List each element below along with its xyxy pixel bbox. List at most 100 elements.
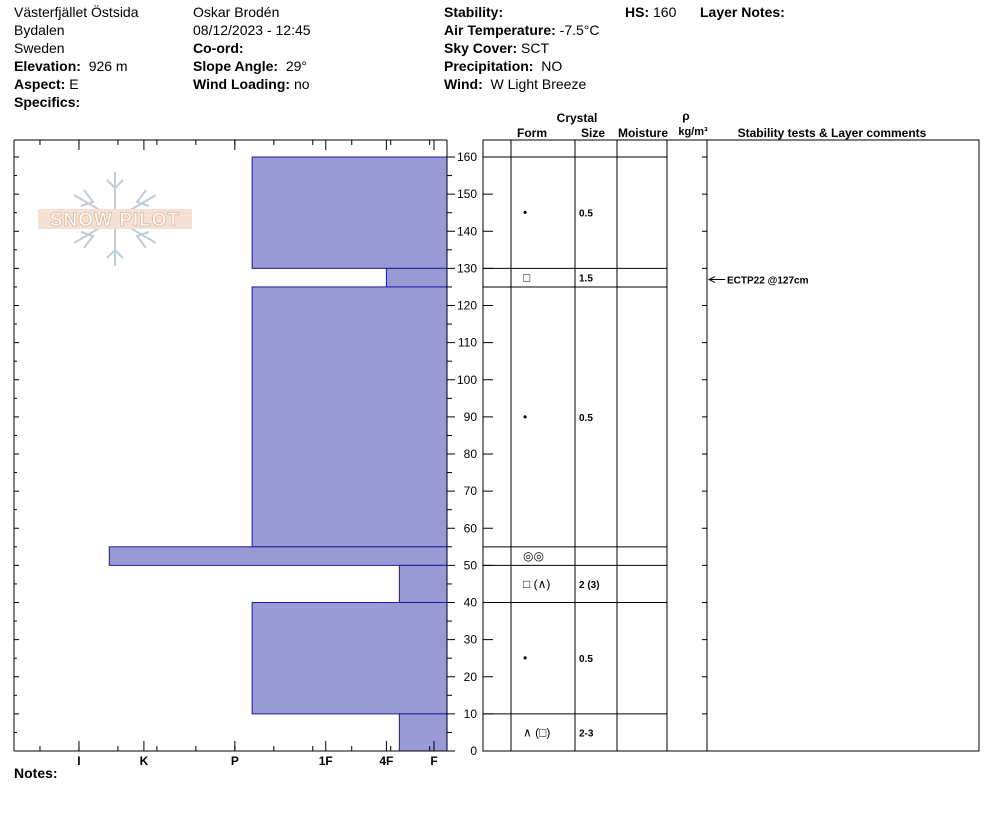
elevation-row: Elevation: 926 m bbox=[14, 57, 139, 75]
rho-header: ρ bbox=[682, 109, 689, 123]
height-tick-label: 40 bbox=[464, 596, 478, 610]
notes-label: Notes: bbox=[14, 765, 58, 781]
aspect-label: Aspect: bbox=[14, 76, 66, 92]
layer-form-2: • bbox=[523, 410, 527, 424]
sky-label: Sky Cover: bbox=[444, 40, 518, 56]
air-temp-row: Air Temperature: -7.5°C bbox=[444, 21, 600, 39]
hardness-layers bbox=[108, 156, 448, 752]
snowpilot-logo: SNOW PILOT bbox=[38, 172, 192, 266]
observation-datetime: 08/12/2023 - 12:45 bbox=[193, 22, 311, 38]
height-tick-label: 160 bbox=[457, 150, 477, 164]
precip-label: Precipitation: bbox=[444, 58, 534, 74]
density-unit-header: kg/m³ bbox=[678, 126, 708, 138]
hardness-tick-label: I bbox=[77, 754, 80, 768]
layer-size-6: 2-3 bbox=[579, 728, 594, 739]
wind-loading-label: Wind Loading: bbox=[193, 76, 291, 92]
layer-table: • 0.5 □ 1.5 • 0.5 ◎◎ □ (∧) 2 (3) • 0.5 ∧ (□) 2-3 bbox=[482, 139, 980, 752]
layer-bar-0 bbox=[251, 156, 448, 269]
height-tick-label: 50 bbox=[464, 558, 478, 572]
elevation-value: 926 m bbox=[88, 58, 128, 74]
elevation-label: Elevation: bbox=[14, 58, 81, 74]
height-tick-label: 20 bbox=[464, 670, 478, 684]
height-tick-label: 130 bbox=[457, 261, 477, 275]
height-tick-label: 120 bbox=[457, 299, 477, 313]
air-temp-value: -7.5°C bbox=[559, 22, 600, 38]
column-headers: Crystal Form Size Moisture ρ kg/m³ Stabi… bbox=[517, 109, 927, 140]
wind-label: Wind: bbox=[444, 76, 483, 92]
height-tick-label: 140 bbox=[457, 224, 477, 238]
hardness-tick-label: F bbox=[430, 754, 437, 768]
slope-row: Slope Angle: 29° bbox=[193, 57, 311, 75]
aspect-value: E bbox=[69, 76, 79, 92]
height-tick-label: 70 bbox=[464, 484, 478, 498]
logo-band bbox=[38, 209, 192, 229]
layer-bar-2 bbox=[251, 286, 448, 548]
precip-value: NO bbox=[541, 58, 563, 74]
layer-size-4: 2 (3) bbox=[579, 580, 600, 591]
air-temp-label: Air Temperature: bbox=[444, 22, 556, 38]
layer-bar-1 bbox=[385, 267, 448, 288]
height-axis: 0 10 20 30 40 50 60 70 80 90 100 110 120 130 140 150 160 bbox=[14, 150, 707, 758]
height-tick-label: 60 bbox=[464, 521, 478, 535]
wind-loading-row: Wind Loading: no bbox=[193, 75, 311, 93]
layer-bar-5 bbox=[251, 602, 448, 715]
moisture-header: Moisture bbox=[618, 126, 668, 140]
stability-label: Stability: bbox=[444, 4, 504, 20]
layer-form-0: • bbox=[523, 206, 527, 220]
height-tick-label: 150 bbox=[457, 187, 477, 201]
observer-name: Oskar Brodén bbox=[193, 4, 280, 20]
slope-value: 29° bbox=[285, 58, 307, 74]
header-location: Västerfjället Östsida Bydalen Sweden Ele… bbox=[14, 3, 139, 111]
hardness-tick-label: 1F bbox=[319, 754, 333, 768]
layer-size-0: 0.5 bbox=[579, 209, 593, 220]
hs-row: HS: 160 bbox=[625, 3, 676, 21]
height-tick-label: 0 bbox=[470, 744, 477, 758]
height-tick-label: 30 bbox=[464, 633, 478, 647]
arrow-left-icon bbox=[707, 276, 716, 283]
height-tick-label: 110 bbox=[458, 336, 477, 350]
header-observation: Oskar Brodén 08/12/2023 - 12:45 Co-ord: … bbox=[193, 3, 311, 93]
layer-form-1: □ bbox=[523, 271, 530, 285]
region-name: Bydalen bbox=[14, 22, 65, 38]
coord-label: Co-ord: bbox=[193, 40, 244, 56]
logo-text: SNOW PILOT bbox=[50, 210, 180, 231]
layer-size-2: 0.5 bbox=[579, 413, 593, 424]
hardness-axis: I K P 1F 4F F bbox=[39, 140, 438, 768]
hs-label: HS: bbox=[625, 4, 650, 20]
wind-row: Wind: W Light Breeze bbox=[444, 75, 600, 93]
location-name: Västerfjället Östsida bbox=[14, 4, 139, 20]
layer-bar-6 bbox=[398, 713, 448, 752]
layer-form-5: • bbox=[523, 651, 527, 665]
profile-frame bbox=[13, 139, 448, 752]
layer-size-5: 0.5 bbox=[579, 654, 593, 665]
layer-size-1: 1.5 bbox=[579, 274, 593, 285]
height-tick-label: 10 bbox=[464, 707, 478, 721]
specifics-label: Specifics: bbox=[14, 94, 81, 110]
height-tick-label: 80 bbox=[464, 447, 478, 461]
slope-label: Slope Angle: bbox=[193, 58, 279, 74]
layer-bar-4 bbox=[398, 564, 448, 603]
crystal-header: Crystal bbox=[557, 111, 598, 125]
layer-form-3: ◎◎ bbox=[523, 549, 544, 563]
size-header: Size bbox=[581, 126, 605, 140]
aspect-row: Aspect: E bbox=[14, 75, 139, 93]
hs-value: 160 bbox=[653, 4, 677, 20]
layer-form-6: ∧ (□) bbox=[523, 725, 550, 739]
layer-notes-label: Layer Notes: bbox=[700, 4, 785, 20]
wind-loading-value: no bbox=[293, 76, 310, 92]
height-tick-label: 90 bbox=[464, 410, 478, 424]
wind-value: W Light Breeze bbox=[490, 76, 587, 92]
header-conditions: Stability: Air Temperature: -7.5°C Sky C… bbox=[444, 3, 600, 93]
height-tick-label: 100 bbox=[457, 373, 477, 387]
form-header: Form bbox=[517, 126, 547, 140]
stability-header: Stability tests & Layer comments bbox=[738, 126, 927, 140]
sky-value: SCT bbox=[521, 40, 550, 56]
hardness-tick-label: K bbox=[140, 754, 149, 768]
country-name: Sweden bbox=[14, 40, 65, 56]
stability-test-label: ECTP22 @127cm bbox=[727, 276, 809, 287]
sky-row: Sky Cover: SCT bbox=[444, 39, 600, 57]
layer-bar-3 bbox=[108, 546, 448, 566]
hardness-tick-label: 4F bbox=[379, 754, 393, 768]
hardness-tick-label: P bbox=[231, 754, 239, 768]
